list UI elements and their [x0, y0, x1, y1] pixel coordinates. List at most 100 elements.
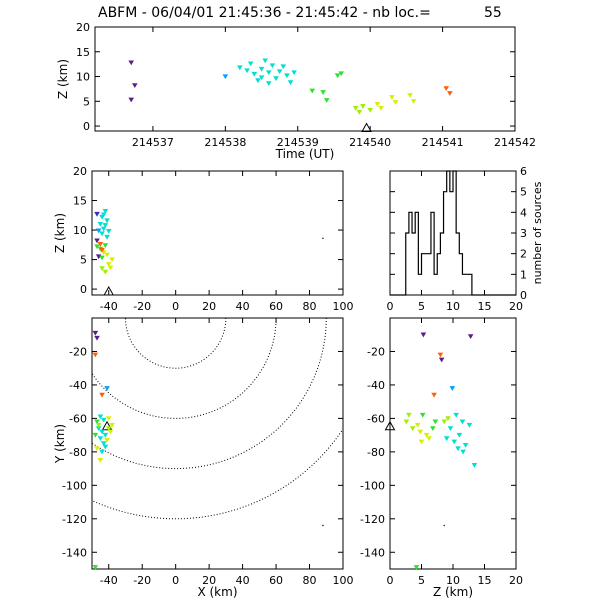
source-point [99, 449, 105, 455]
source-point [378, 106, 384, 111]
source-point [128, 97, 135, 103]
source-point [105, 416, 112, 421]
y-tick-label: 2 [520, 248, 527, 261]
source-point [104, 218, 110, 224]
source-point [374, 102, 381, 107]
x-tick-label: 20 [202, 574, 216, 587]
source-point [222, 74, 229, 80]
x-tick-label: 0 [172, 574, 179, 587]
source-point [467, 334, 474, 340]
y-tick-label: 4 [520, 206, 527, 219]
station-triangle [361, 122, 372, 133]
source-point [132, 83, 138, 89]
y-tick-label: -120 [360, 513, 385, 526]
source-point [426, 436, 432, 442]
source-point [102, 444, 109, 450]
source-point [95, 228, 102, 234]
source-point [128, 60, 135, 66]
source-point [102, 269, 109, 275]
source-point [99, 231, 105, 237]
source-point [462, 442, 469, 448]
source-point [367, 108, 373, 113]
x-tick-label: 214538 [204, 136, 246, 149]
source-point [406, 412, 412, 418]
source-point [97, 242, 104, 247]
source-point [265, 81, 272, 87]
source-point [97, 414, 104, 420]
source-point [97, 458, 104, 463]
y-tick-label: 15 [76, 46, 90, 59]
x-tick-label: 0 [172, 300, 179, 313]
source-point [419, 412, 426, 418]
source-point [102, 243, 109, 248]
source-point [107, 265, 114, 271]
station-triangle [101, 420, 113, 431]
source-point [445, 416, 451, 421]
source-point [409, 426, 416, 432]
y-tick-label: -100 [62, 479, 87, 492]
x-tick-label: 60 [269, 300, 283, 313]
source-dot [322, 524, 324, 527]
y-axis-label: Y (km) [53, 424, 67, 464]
histogram-steps [390, 170, 516, 296]
x-tick-label: 15 [478, 574, 492, 587]
source-point [251, 71, 258, 77]
source-point [262, 58, 268, 64]
source-point [460, 449, 466, 455]
source-point [258, 75, 265, 81]
x-tick-label: 100 [333, 300, 354, 313]
x-tick-label: 214539 [277, 136, 319, 149]
source-point [109, 257, 115, 263]
source-point [284, 73, 290, 79]
source-point [437, 352, 444, 358]
source-point [389, 95, 395, 100]
x-tick-label: -40 [100, 574, 118, 587]
y-tick-label: 5 [520, 186, 527, 199]
x-tick-label: 20 [202, 300, 216, 313]
source-point [102, 223, 109, 228]
source-point [244, 68, 250, 74]
source-point [94, 446, 100, 452]
x-tick-label: -40 [100, 300, 118, 313]
y-tick-label: -100 [360, 479, 385, 492]
source-point [418, 439, 425, 445]
x-tick-label: -20 [133, 574, 151, 587]
source-point [105, 262, 112, 267]
source-point [97, 221, 104, 227]
range-ring [92, 427, 343, 520]
source-point [92, 352, 99, 358]
source-point [99, 266, 105, 272]
source-point [410, 99, 417, 104]
station-triangle [103, 286, 115, 296]
y-tick-label: -20 [367, 345, 385, 358]
plot-frame [94, 26, 516, 132]
y-tick-label: 3 [520, 227, 527, 240]
x-tick-label: 214541 [422, 136, 464, 149]
source-point [441, 419, 447, 425]
y-tick-label: -80 [69, 446, 87, 459]
y-tick-label: -40 [69, 379, 87, 392]
source-point [456, 432, 463, 438]
source-point [99, 247, 105, 253]
y-tick-label: 5 [83, 95, 90, 108]
plot-panels: 214537 214538 214539 214540 214541 2145420510… [53, 21, 544, 599]
x-axis-label: X (km) [197, 585, 237, 599]
source-point [291, 70, 297, 76]
source-point [430, 426, 436, 432]
x-tick-label: 100 [333, 574, 354, 587]
y-axis-label: number of sources [531, 181, 544, 284]
source-point [92, 330, 99, 336]
source-point [94, 419, 100, 425]
x-tick-label: 214542 [494, 136, 536, 149]
source-point [407, 93, 413, 98]
source-point [420, 332, 427, 338]
source-point [109, 422, 115, 428]
x-tick-label: 214540 [349, 136, 391, 149]
x-tick-label: 40 [236, 300, 250, 313]
y-tick-label: -140 [360, 546, 385, 559]
source-point [105, 229, 112, 234]
x-axis-label: Z (km) [433, 585, 473, 599]
source-point [102, 432, 109, 438]
plot-frame [389, 317, 517, 570]
